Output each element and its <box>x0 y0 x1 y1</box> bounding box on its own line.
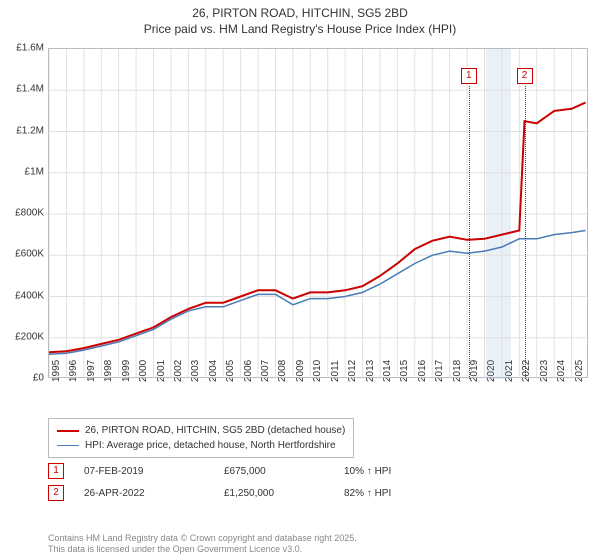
transactions-table: 1 07-FEB-2019 £675,000 10% ↑ HPI 2 26-APR-202… <box>48 460 588 504</box>
y-tick-label: £0 <box>0 373 44 384</box>
legend-row: HPI: Average price, detached house, Nort… <box>57 438 345 453</box>
page-root: 26, PIRTON ROAD, HITCHIN, SG5 2BD Price … <box>0 0 600 560</box>
sale-marker-line <box>469 86 470 379</box>
legend-row: 26, PIRTON ROAD, HITCHIN, SG5 2BD (detac… <box>57 423 345 438</box>
sale-marker-line <box>525 86 526 379</box>
transaction-marker: 2 <box>48 485 64 501</box>
y-tick-label: £1.6M <box>0 43 44 54</box>
footer-attribution: Contains HM Land Registry data © Crown c… <box>48 533 357 556</box>
legend-label: HPI: Average price, detached house, Nort… <box>85 438 336 453</box>
sale-marker-box: 1 <box>461 68 477 84</box>
plot-area: 12 <box>48 48 588 378</box>
y-tick-label: £600K <box>0 249 44 260</box>
transaction-row: 1 07-FEB-2019 £675,000 10% ↑ HPI <box>48 460 588 482</box>
sale-marker-box: 2 <box>517 68 533 84</box>
transaction-date: 07-FEB-2019 <box>84 466 204 477</box>
chart-area: £0£200K£400K£600K£800K£1M£1.2M£1.4M£1.6M… <box>48 48 588 398</box>
y-tick-label: £800K <box>0 208 44 219</box>
chart-title-1: 26, PIRTON ROAD, HITCHIN, SG5 2BD <box>0 0 600 22</box>
transaction-row: 2 26-APR-2022 £1,250,000 82% ↑ HPI <box>48 482 588 504</box>
legend-label: 26, PIRTON ROAD, HITCHIN, SG5 2BD (detac… <box>85 423 345 438</box>
legend: 26, PIRTON ROAD, HITCHIN, SG5 2BD (detac… <box>48 418 354 458</box>
transaction-pct: 82% ↑ HPI <box>344 488 444 499</box>
transaction-date: 26-APR-2022 <box>84 488 204 499</box>
y-tick-label: £400K <box>0 290 44 301</box>
footer-line-1: Contains HM Land Registry data © Crown c… <box>48 533 357 545</box>
plot-svg <box>49 49 589 379</box>
y-tick-label: £1.2M <box>0 125 44 136</box>
footer-line-2: This data is licensed under the Open Gov… <box>48 544 357 556</box>
transaction-price: £1,250,000 <box>224 488 324 499</box>
y-tick-label: £1.4M <box>0 84 44 95</box>
legend-swatch <box>57 445 79 446</box>
transaction-price: £675,000 <box>224 466 324 477</box>
legend-swatch <box>57 430 79 432</box>
transaction-marker: 1 <box>48 463 64 479</box>
y-tick-label: £200K <box>0 331 44 342</box>
y-tick-label: £1M <box>0 166 44 177</box>
transaction-pct: 10% ↑ HPI <box>344 466 444 477</box>
chart-title-2: Price paid vs. HM Land Registry's House … <box>0 22 600 36</box>
